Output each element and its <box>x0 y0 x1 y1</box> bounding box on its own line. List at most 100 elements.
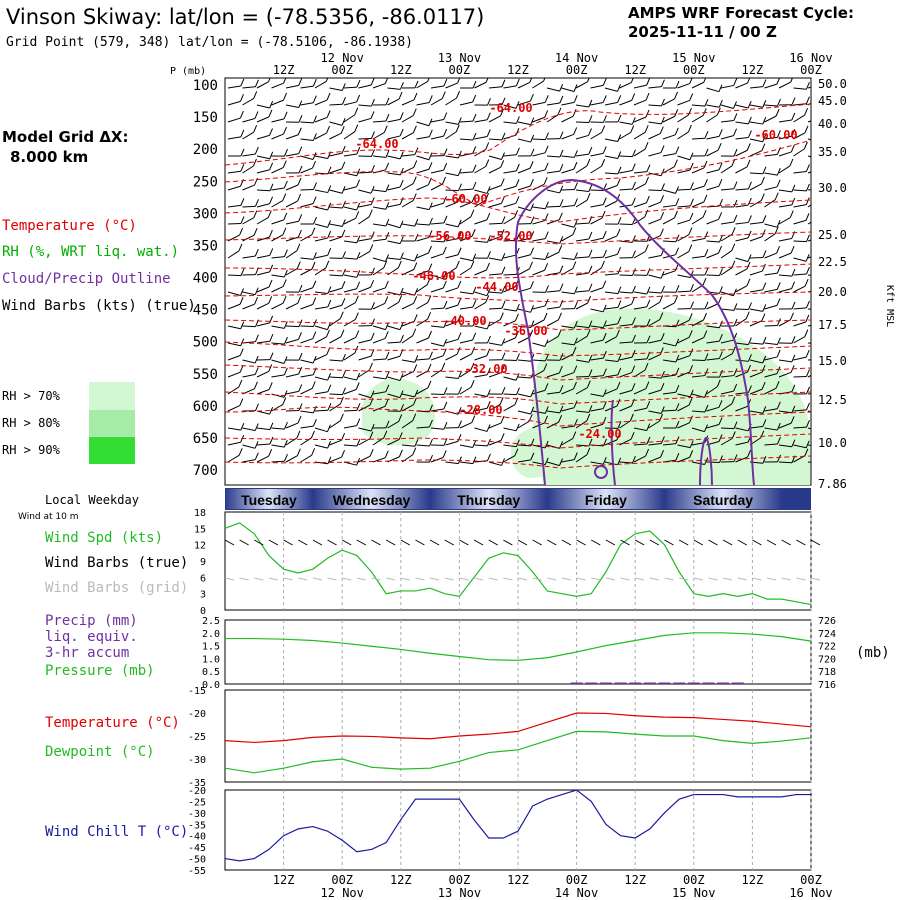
wind-barb-flag <box>356 146 361 155</box>
wind-barb-flag <box>312 160 316 169</box>
wind-barb <box>706 205 720 208</box>
wind-barb <box>358 117 372 123</box>
wind-barb-flag <box>384 280 389 289</box>
wind-barb-flag <box>530 452 535 461</box>
wind-barb-flag <box>747 100 752 109</box>
wind-barb-flag <box>239 110 244 119</box>
wind-barb <box>561 342 575 346</box>
wind-barb <box>778 444 792 448</box>
wind-barb <box>488 155 502 161</box>
wind-barb-flag <box>776 349 781 358</box>
wind-barb-flag <box>733 101 737 109</box>
wind-barb-flag <box>791 281 796 289</box>
wind-barb-flag <box>342 251 346 259</box>
wind-barb-flag <box>370 280 375 288</box>
wind-barb-flag <box>472 164 477 173</box>
wind-barb <box>677 155 691 161</box>
wind-barb-flag <box>558 365 563 374</box>
wind-barb <box>677 83 690 89</box>
precip-bar <box>658 682 671 684</box>
bottom-axis-hour-label: 00Z <box>331 873 353 887</box>
wind-barb <box>329 103 343 106</box>
wind-barb-10m <box>781 539 791 546</box>
wind-barb-flag <box>557 107 562 116</box>
wind-barb-flag <box>456 90 460 99</box>
wind-barb <box>387 98 400 106</box>
wind-barb <box>314 116 328 123</box>
wind-barb <box>416 184 429 191</box>
wind-barb-flag <box>269 248 274 256</box>
wind-barb-flag <box>399 287 404 296</box>
wind-barb <box>648 133 661 140</box>
wind-barb-flag <box>572 431 577 439</box>
wind-barb-flag <box>821 269 824 276</box>
wind-barb <box>401 154 415 157</box>
wind-barb <box>619 121 633 125</box>
weekday-cell <box>664 489 782 509</box>
wind-barb-flag <box>646 286 651 295</box>
wind-barb <box>503 393 517 396</box>
contour-line <box>225 433 811 449</box>
wind-barb-flag <box>472 80 477 89</box>
wind-barb-flag <box>762 134 767 142</box>
wind-barb <box>227 386 240 395</box>
wind-barb <box>561 101 575 106</box>
wind-barb-flag <box>602 280 607 288</box>
wind-barb <box>416 136 430 140</box>
wind-barb-flag <box>617 134 622 142</box>
wind-barb-flag <box>327 220 332 228</box>
wind-barb-flag <box>500 178 505 186</box>
wind-barb-flag <box>557 329 562 337</box>
wind-barb-flag <box>470 260 475 269</box>
wind-barb-flag <box>805 314 810 323</box>
wind-barb <box>416 318 428 327</box>
wind-barb <box>387 341 401 344</box>
wind-barb <box>735 137 749 140</box>
forecast-cycle-time: 2025-11-11 / 00 Z <box>628 23 777 41</box>
wind-barb-flag <box>455 124 460 132</box>
wind-barb-flag <box>341 118 346 126</box>
pressure-tick-label: 450 <box>193 303 218 319</box>
wind-barb <box>488 403 501 412</box>
wind-barb <box>503 337 516 344</box>
wind-barb-flag <box>617 151 622 159</box>
wind-barb-flag <box>776 220 781 228</box>
wind-barb <box>575 222 590 225</box>
wind-barb-flag <box>429 404 433 413</box>
wind-barb-flag <box>284 454 288 462</box>
wind-barb <box>329 304 343 310</box>
pressure-tick-label: 716 <box>818 680 836 691</box>
wind-barb-grid <box>620 577 630 581</box>
wind-barb-flag <box>370 98 375 107</box>
wind-barb-flag <box>733 113 738 121</box>
wind-barb <box>416 101 430 106</box>
wind-barb-flag <box>675 338 680 347</box>
wind-barb-flag <box>747 78 751 84</box>
wind-barb-grid <box>737 577 747 581</box>
wind-barb-flag <box>470 362 475 371</box>
wind-barb <box>256 217 269 225</box>
wind-barb-10m <box>810 539 821 546</box>
wind-barb <box>691 115 704 123</box>
wind-barb <box>488 257 502 261</box>
wind-barb <box>561 291 575 295</box>
wind-barb <box>372 223 386 227</box>
wind-barb-flag <box>500 160 505 168</box>
rh80-swatch <box>89 410 135 437</box>
wind-barb <box>430 183 443 191</box>
wind-barb-flag <box>747 130 752 138</box>
wind-barb <box>314 291 328 295</box>
wind-barb <box>300 387 313 395</box>
wind-barb <box>314 155 328 160</box>
wind-barb-flag <box>762 166 767 174</box>
wind-barb-flag <box>428 202 433 210</box>
wind-barb <box>503 85 517 89</box>
wind-barb <box>401 99 415 106</box>
wind-barb <box>242 117 256 123</box>
wind-barb-10m <box>400 539 411 546</box>
wind-barb <box>387 376 401 382</box>
wind-barb-flag <box>296 430 301 439</box>
wind-barb <box>575 387 588 395</box>
wind-barb-flag <box>341 281 346 289</box>
wind-barb-flag <box>790 416 795 424</box>
